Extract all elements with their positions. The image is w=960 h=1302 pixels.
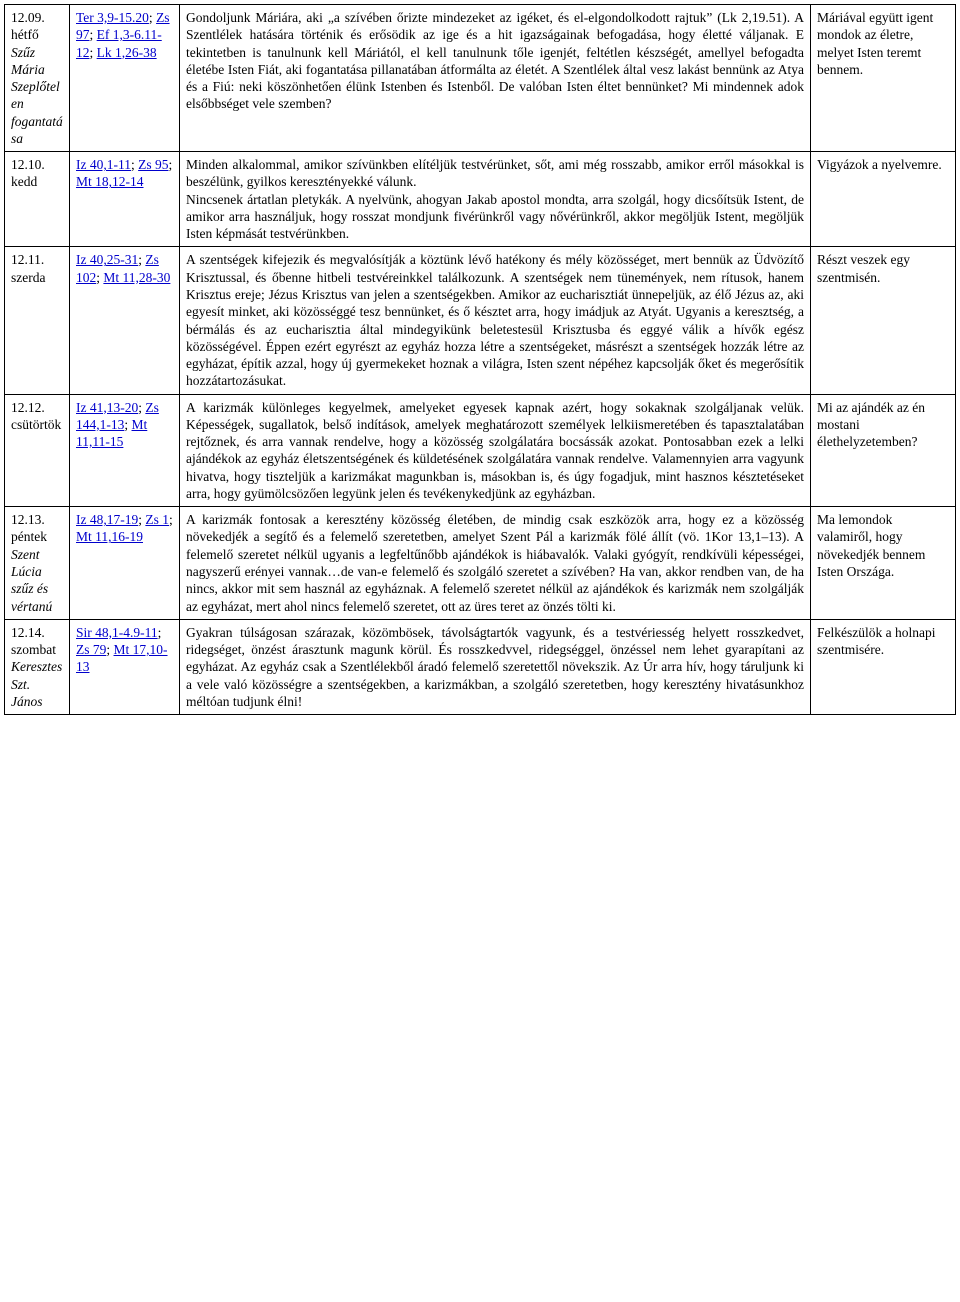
date-main: 12.14. szombat: [11, 624, 63, 659]
scripture-refs-cell: Iz 41,13-20; Zs 144,1-13; Mt 11,11-15: [70, 394, 180, 507]
date-cell: 12.10. kedd: [5, 152, 70, 247]
commitment-cell: Vigyázok a nyelvemre.: [811, 152, 956, 247]
date-main: 12.10. kedd: [11, 156, 63, 191]
scripture-ref-link[interactable]: Zs 1: [145, 512, 169, 527]
date-cell: 12.12. csütörtök: [5, 394, 70, 507]
reflection-cell: Gondoljunk Máriára, aki „a szívében őriz…: [180, 5, 811, 152]
date-cell: 12.14. szombatKeresztes Szt. János: [5, 619, 70, 714]
scripture-ref-link[interactable]: Iz 40,25-31: [76, 252, 138, 267]
scripture-ref-link[interactable]: Ter 3,9-15.20: [76, 10, 149, 25]
scripture-ref-link[interactable]: Mt 18,12-14: [76, 174, 144, 189]
date-main: 12.13. péntek: [11, 511, 63, 546]
commitment-cell: Felkészülök a holnapi szentmisére.: [811, 619, 956, 714]
scripture-refs-cell: Iz 40,1-11; Zs 95; Mt 18,12-14: [70, 152, 180, 247]
table-row: 12.09. hétfőSzűz Mária Szeplőtelen fogan…: [5, 5, 956, 152]
scripture-ref-link[interactable]: Sir 48,1-4.9-11: [76, 625, 158, 640]
scripture-refs-cell: Sir 48,1-4.9-11; Zs 79; Mt 17,10-13: [70, 619, 180, 714]
scripture-refs-cell: Iz 40,25-31; Zs 102; Mt 11,28-30: [70, 247, 180, 394]
reflection-cell: A karizmák különleges kegyelmek, amelyek…: [180, 394, 811, 507]
scripture-refs-cell: Iz 48,17-19; Zs 1; Mt 11,16-19: [70, 507, 180, 620]
reflection-cell: A karizmák fontosak a keresztény közössé…: [180, 507, 811, 620]
table-row: 12.12. csütörtökIz 41,13-20; Zs 144,1-13…: [5, 394, 956, 507]
scripture-ref-link[interactable]: Iz 40,1-11: [76, 157, 131, 172]
commitment-cell: Ma lemondok valamiről, hogy növekedjék b…: [811, 507, 956, 620]
scripture-ref-link[interactable]: Zs 95: [138, 157, 168, 172]
date-feast: Szent Lúcia szűz és vértanú: [11, 546, 63, 615]
scripture-ref-link[interactable]: Mt 11,28-30: [103, 270, 170, 285]
date-cell: 12.13. péntekSzent Lúcia szűz és vértanú: [5, 507, 70, 620]
date-main: 12.11. szerda: [11, 251, 63, 286]
table-row: 12.10. keddIz 40,1-11; Zs 95; Mt 18,12-1…: [5, 152, 956, 247]
scripture-refs-cell: Ter 3,9-15.20; Zs 97; Ef 1,3-6.11-12; Lk…: [70, 5, 180, 152]
table-row: 12.11. szerdaIz 40,25-31; Zs 102; Mt 11,…: [5, 247, 956, 394]
date-cell: 12.11. szerda: [5, 247, 70, 394]
table-row: 12.14. szombatKeresztes Szt. JánosSir 48…: [5, 619, 956, 714]
commitment-cell: Máriával együtt igent mondok az életre, …: [811, 5, 956, 152]
scripture-ref-link[interactable]: Lk 1,26-38: [97, 45, 157, 60]
reflection-cell: A szentségek kifejezik és megvalósítják …: [180, 247, 811, 394]
date-feast: Szűz Mária Szeplőtelen fogantatása: [11, 44, 63, 148]
scripture-ref-link[interactable]: Iz 41,13-20: [76, 400, 138, 415]
scripture-ref-link[interactable]: Iz 48,17-19: [76, 512, 138, 527]
commitment-cell: Részt veszek egy szentmisén.: [811, 247, 956, 394]
reflection-cell: Gyakran túlságosan szárazak, közömbösek,…: [180, 619, 811, 714]
table-row: 12.13. péntekSzent Lúcia szűz és vértanú…: [5, 507, 956, 620]
date-main: 12.12. csütörtök: [11, 399, 63, 434]
readings-table: 12.09. hétfőSzűz Mária Szeplőtelen fogan…: [4, 4, 956, 715]
date-feast: Keresztes Szt. János: [11, 658, 63, 710]
commitment-cell: Mi az ajándék az én mostani élethelyzete…: [811, 394, 956, 507]
date-main: 12.09. hétfő: [11, 9, 63, 44]
reflection-cell: Minden alkalommal, amikor szívünkben elí…: [180, 152, 811, 247]
scripture-ref-link[interactable]: Mt 11,16-19: [76, 529, 143, 544]
scripture-ref-link[interactable]: Zs 79: [76, 642, 106, 657]
date-cell: 12.09. hétfőSzűz Mária Szeplőtelen fogan…: [5, 5, 70, 152]
